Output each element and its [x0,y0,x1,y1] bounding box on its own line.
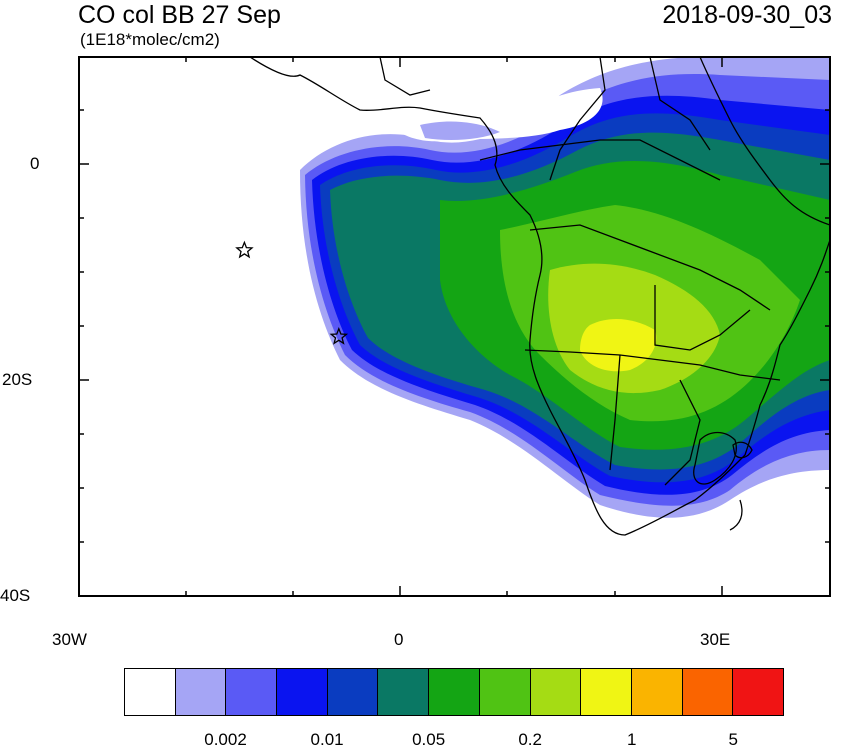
lon-label-30e: 30E [700,630,731,649]
datetime-label: 2018-09-30_03 [662,1,832,29]
co-band-yellow [580,318,657,372]
colorbar-label: 0.05 [412,730,446,749]
lat-label-20s: 20S [2,370,33,389]
co-field [300,57,830,518]
colorbar [124,668,784,716]
station-star-1 [235,240,254,259]
colorbar-cell [479,669,531,715]
colorbar-cell [631,669,683,715]
colorbar-cell [226,669,278,715]
colorbar-label: 0.002 [204,730,247,749]
lat-label-40s: 40S [0,586,31,605]
colorbar-cell [581,669,632,715]
lon-label-0: 0 [394,630,404,649]
colorbar-cell [327,669,379,715]
colorbar-cell [429,669,480,715]
colorbar-cell [125,669,176,715]
colorbar-cell [682,669,734,715]
lat-label-0: 0 [30,154,40,173]
colorbar-label: 0.01 [310,730,344,749]
colorbar-cell [733,669,783,715]
station-star-2 [329,327,349,345]
colorbar-cell [530,669,582,715]
map-title: CO col BB 27 Sep [78,1,281,29]
colorbar-label: 0.2 [518,730,542,749]
colorbar-cell [277,669,328,715]
colorbar-label: 5 [728,730,738,749]
colorbar-cell [175,669,227,715]
coastlines [249,57,830,536]
station-markers [235,240,349,345]
colorbar-label: 1 [626,730,637,749]
axis-ticks [78,57,830,597]
units-label: (1E18*molec/cm2) [80,30,220,49]
colorbar-cell [378,669,430,715]
lon-label-30w: 30W [52,630,87,649]
